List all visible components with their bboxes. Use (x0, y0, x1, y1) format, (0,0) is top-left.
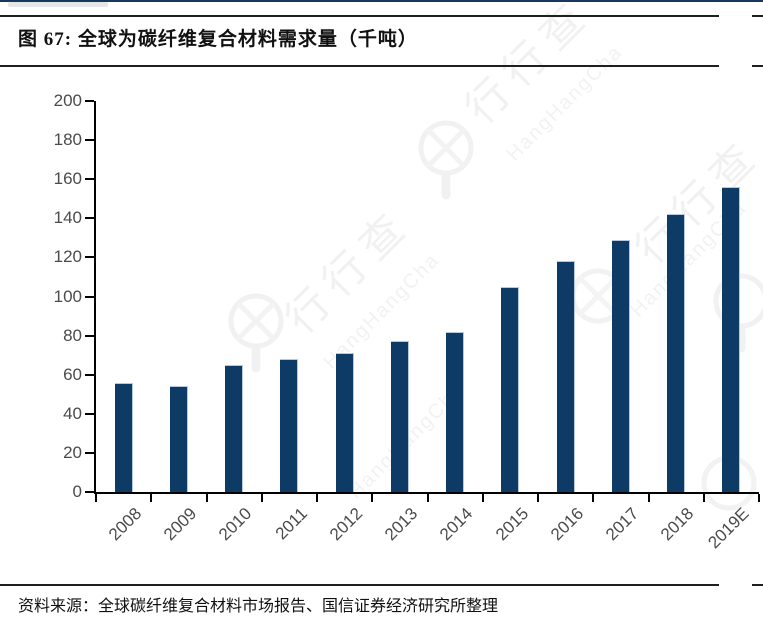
bar-2014 (446, 331, 465, 492)
x-axis-tick (205, 494, 208, 502)
x-axis-label-2017: 2017 (602, 504, 643, 545)
y-axis-tick-label: 40 (63, 403, 82, 423)
y-axis-tick-label: 0 (72, 482, 82, 501)
y-axis-tick-label: 180 (53, 130, 82, 150)
title-bottom-rule (0, 65, 719, 67)
x-axis-tick (316, 494, 318, 502)
x-axis-label-2012: 2012 (325, 504, 367, 545)
x-axis-label-2013: 2013 (381, 504, 422, 545)
x-axis-label-2008: 2008 (104, 504, 146, 545)
footer-rule (0, 584, 719, 586)
x-axis-tick (426, 494, 429, 502)
x-axis-tick (537, 494, 539, 502)
x-axis-label-2014: 2014 (436, 504, 477, 545)
y-axis-tick-label: 140 (53, 208, 82, 228)
y-axis-tick-label: 20 (63, 442, 82, 462)
figure-title: 图 67: 全球为碳纤维复合材料需求量（千吨） (18, 29, 418, 50)
x-axis-tick (758, 494, 760, 502)
y-axis-tick (85, 178, 94, 181)
y-axis-tick (85, 295, 94, 298)
y-axis-tick-label: 100 (53, 286, 82, 306)
x-axis-tick (260, 494, 263, 502)
bar-2015 (501, 286, 520, 492)
x-axis-tick (647, 494, 650, 502)
title-bottom-rule-stub (752, 65, 763, 67)
y-axis-tick (85, 139, 94, 142)
footer-rule-stub (752, 584, 763, 586)
y-axis-tick (85, 100, 94, 102)
x-axis-tick (371, 494, 374, 502)
bar-2019E (722, 187, 741, 492)
x-axis-label-2019E: 2019E (704, 504, 753, 553)
bar-2012 (335, 353, 354, 492)
y-axis-tick (85, 451, 94, 454)
x-axis-label-2010: 2010 (215, 504, 256, 545)
y-axis-tick (85, 334, 94, 337)
y-axis-tick-label: 80 (63, 325, 82, 345)
bar-2018 (667, 214, 686, 492)
bar-2011 (280, 359, 299, 492)
plot-area: 0 20 40 60 80 100 120 140 160 180 200 2008 2009 2010 2… (54, 92, 760, 552)
x-axis-label-2009: 2009 (160, 504, 201, 545)
y-axis-tick (85, 373, 94, 376)
y-axis-tick (85, 256, 94, 259)
x-axis-tick (150, 494, 153, 502)
x-axis-label-2016: 2016 (546, 504, 588, 545)
bar-2017 (611, 239, 630, 492)
x-axis-tick (592, 494, 595, 502)
x-axis-label-2015: 2015 (491, 504, 532, 545)
y-axis-tick (85, 217, 94, 220)
title-top-rule (0, 15, 719, 17)
y-axis-tick (85, 491, 94, 493)
y-axis-tick-label: 160 (53, 169, 82, 189)
x-axis-label-2018: 2018 (657, 504, 698, 545)
title-top-rule-stub (752, 15, 763, 17)
y-axis-tick-label: 200 (53, 91, 82, 110)
y-axis-tick-label: 120 (53, 247, 82, 267)
x-axis-tick (702, 494, 705, 502)
bar-2008 (114, 382, 133, 492)
bar-2010 (225, 364, 244, 492)
y-axis-tick-label: 60 (63, 364, 82, 384)
source-text: 资料来源：全球碳纤维复合材料市场报告、国信证券经济研究所整理 (18, 598, 499, 615)
x-axis-label-2011: 2011 (271, 504, 311, 544)
bar-2016 (556, 261, 575, 492)
cropped-text-artifact (8, 2, 108, 7)
page-top-border (0, 0, 763, 2)
x-axis-tick (95, 494, 97, 502)
x-axis-tick (481, 494, 484, 502)
bar-2013 (390, 341, 409, 492)
bar-2009 (169, 386, 188, 492)
y-axis-tick (85, 412, 94, 415)
